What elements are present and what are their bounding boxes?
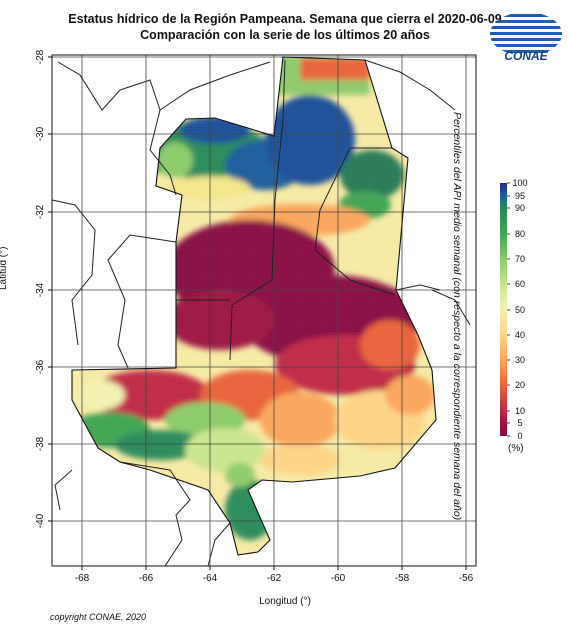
legend-tick-label: 40 xyxy=(515,330,525,340)
conae-logo: CONAE xyxy=(490,14,562,62)
x-tick-label: -64 xyxy=(203,573,218,584)
legend-tick-label: 0 xyxy=(517,431,522,441)
legend-tick-label: 20 xyxy=(515,380,525,390)
y-tick-label: -34 xyxy=(35,282,46,297)
legend-unit: (%) xyxy=(508,443,524,454)
y-tick-label: -32 xyxy=(35,204,46,219)
x-tick-label: -62 xyxy=(267,573,282,584)
x-tick-label: -56 xyxy=(459,573,474,584)
political-borders xyxy=(52,59,471,566)
y-tick-label: -30 xyxy=(35,126,46,141)
legend-tick-label: 70 xyxy=(515,254,525,264)
legend-tick-label: 90 xyxy=(515,203,525,213)
logo-text: CONAE xyxy=(504,49,548,62)
legend-ticks xyxy=(507,182,510,437)
y-tick-label: -28 xyxy=(35,49,46,64)
legend-colorbar xyxy=(500,183,507,436)
y-tick-marks xyxy=(48,56,52,522)
legend-tick-labels: 100 95 90 80 70 60 50 40 30 20 10 5 0 xyxy=(512,178,527,441)
graticule xyxy=(52,55,476,566)
x-tick-marks xyxy=(81,566,467,570)
y-tick-label: -38 xyxy=(35,436,46,451)
x-tick-label: -68 xyxy=(75,573,90,584)
plot-frame xyxy=(51,54,477,567)
legend-tick-label: 100 xyxy=(512,178,527,188)
legend-tick-label: 10 xyxy=(515,406,525,416)
y-tick-label: -36 xyxy=(35,359,46,374)
x-axis-title: Longitud (°) xyxy=(259,596,311,607)
y-tick-labels: -28 -30 -32 -34 -36 -38 -40 xyxy=(35,49,46,528)
y-axis-title: Latitud (°) xyxy=(0,246,9,290)
region-outline xyxy=(71,56,437,556)
legend-tick-label: 30 xyxy=(515,355,525,365)
legend-tick-label: 50 xyxy=(515,305,525,315)
x-tick-label: -60 xyxy=(331,573,346,584)
copyright-text: copyright CONAE, 2020 xyxy=(50,612,147,622)
x-tick-label: -58 xyxy=(395,573,410,584)
legend-tick-label: 60 xyxy=(515,279,525,289)
legend-title: Percentiles del API medio semanal (con r… xyxy=(451,112,463,521)
x-tick-labels: -68 -66 -64 -62 -60 -58 -56 xyxy=(75,573,474,584)
map-title: Estatus hídrico de la Región Pampeana. S… xyxy=(68,12,502,26)
legend-tick-label: 5 xyxy=(517,418,522,428)
x-tick-label: -66 xyxy=(139,573,154,584)
legend-tick-label: 80 xyxy=(515,229,525,239)
map-subtitle: Comparación con la serie de los últimos … xyxy=(140,28,430,42)
y-tick-label: -40 xyxy=(35,513,46,528)
legend-tick-label: 95 xyxy=(515,191,525,201)
